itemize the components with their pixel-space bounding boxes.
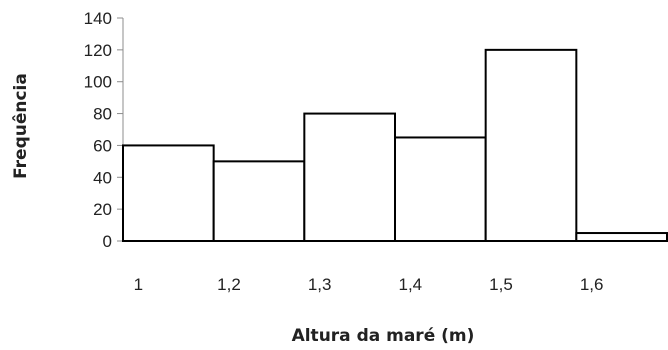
y-tick-label: 120 [84, 41, 112, 60]
histogram-bar [575, 232, 668, 243]
y-tick-label: 0 [103, 232, 112, 251]
histogram-bar [212, 160, 306, 243]
y-axis: 0 20 40 60 80 100 120 140 [84, 9, 124, 251]
y-tick-label: 40 [93, 168, 112, 187]
y-tick-label: 100 [84, 73, 112, 92]
x-tick-label: 1,5 [489, 275, 513, 294]
x-tick-label: 1,6 [580, 275, 604, 294]
y-tick-label: 20 [93, 200, 112, 219]
x-axis-title: Altura da maré (m) [292, 326, 475, 346]
x-axis: 1 1,2 1,3 1,4 1,5 1,6 [123, 240, 667, 294]
x-tick-label: 1,2 [217, 275, 241, 294]
y-tick-label: 140 [84, 9, 112, 28]
histogram-bar [303, 112, 397, 242]
y-tick-label: 80 [93, 105, 112, 124]
bars [122, 48, 668, 243]
histogram-bar [484, 48, 578, 242]
x-tick-label: 1,4 [399, 275, 423, 294]
histogram-bar [394, 136, 487, 242]
x-tick-label: 1 [134, 275, 143, 294]
x-tick-label: 1,3 [308, 275, 332, 294]
histogram-bar [122, 144, 215, 242]
y-tick-label: 60 [93, 136, 112, 155]
y-axis-title: Frequência [11, 73, 31, 179]
